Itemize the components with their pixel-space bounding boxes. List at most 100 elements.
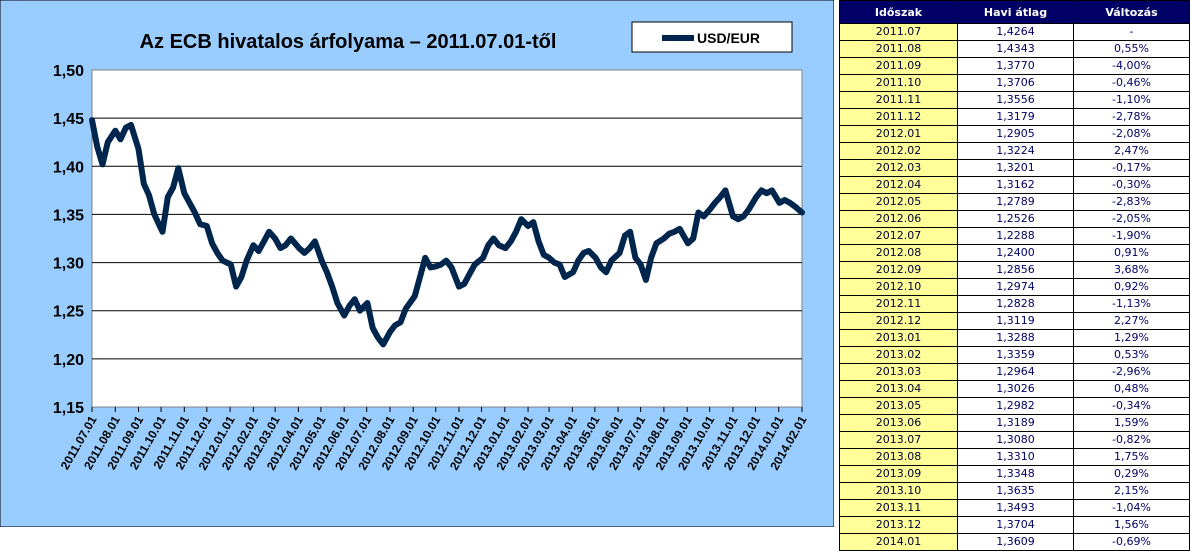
cell-monthly-average: 1,3310 [957, 448, 1074, 466]
cell-change: 0,29% [1073, 465, 1190, 483]
cell-monthly-average: 1,3189 [957, 414, 1074, 432]
header-period: Időszak [839, 0, 958, 24]
table-row: 2012.01 1,2905 -2,08% [839, 125, 1190, 143]
cell-monthly-average: 1,3609 [957, 533, 1074, 551]
cell-change: -1,10% [1073, 91, 1190, 109]
y-tick-label: 1,40 [53, 159, 84, 176]
cell-monthly-average: 1,3348 [957, 465, 1074, 483]
cell-monthly-average: 1,2905 [957, 125, 1074, 143]
cell-monthly-average: 1,3706 [957, 74, 1074, 92]
cell-change: 2,15% [1073, 482, 1190, 500]
cell-period: 2013.06 [839, 414, 958, 432]
y-axis-ticks: 1,50 1,45 1,40 1,35 1,30 1,25 1,20 1,15 [53, 63, 84, 417]
cell-period: 2012.07 [839, 227, 958, 245]
cell-monthly-average: 1,3704 [957, 516, 1074, 534]
table-row: 2012.03 1,3201 -0,17% [839, 159, 1190, 177]
table-row: 2013.01 1,3288 1,29% [839, 329, 1190, 347]
cell-monthly-average: 1,3770 [957, 57, 1074, 75]
cell-monthly-average: 1,3359 [957, 346, 1074, 364]
cell-monthly-average: 1,4264 [957, 23, 1074, 41]
table-row: 2013.11 1,3493 -1,04% [839, 499, 1190, 517]
cell-change: 1,29% [1073, 329, 1190, 347]
table-row: 2012.09 1,2856 3,68% [839, 261, 1190, 279]
cell-period: 2012.08 [839, 244, 958, 262]
cell-period: 2012.06 [839, 210, 958, 228]
cell-period: 2013.01 [839, 329, 958, 347]
header-change: Változás [1073, 0, 1190, 24]
y-tick-label: 1,35 [53, 207, 84, 224]
table-row: 2013.10 1,3635 2,15% [839, 482, 1190, 500]
cell-period: 2014.01 [839, 533, 958, 551]
series-layer [89, 117, 805, 348]
cell-change: - [1073, 23, 1190, 41]
cell-change: 1,75% [1073, 448, 1190, 466]
table-body: 2011.07 1,4264-2011.08 1,4343 0,55% 2011.09 1… [839, 23, 1190, 551]
cell-period: 2013.03 [839, 363, 958, 381]
cell-change: -0,46% [1073, 74, 1190, 92]
cell-change: 3,68% [1073, 261, 1190, 279]
table-row: 2013.12 1,3704 1,56% [839, 516, 1190, 534]
legend-label: USD/EUR [697, 30, 760, 46]
cell-period: 2013.05 [839, 397, 958, 415]
chart-panel: 1,50 1,45 1,40 1,35 1,30 1,25 1,20 1,15 2011.07… [0, 0, 835, 528]
cell-period: 2011.10 [839, 74, 958, 92]
cell-monthly-average: 1,3635 [957, 482, 1074, 500]
cell-period: 2011.07 [839, 23, 958, 41]
cell-change: 0,91% [1073, 244, 1190, 262]
cell-monthly-average: 1,3026 [957, 380, 1074, 398]
table-row: 2013.03 1,2964 -2,96% [839, 363, 1190, 381]
cell-monthly-average: 1,3201 [957, 159, 1074, 177]
cell-change: -1,13% [1073, 295, 1190, 313]
cell-monthly-average: 1,2964 [957, 363, 1074, 381]
cell-monthly-average: 1,2789 [957, 193, 1074, 211]
cell-monthly-average: 1,2526 [957, 210, 1074, 228]
table-row: 2013.04 1,3026 0,48% [839, 380, 1190, 398]
cell-monthly-average: 1,2974 [957, 278, 1074, 296]
cell-monthly-average: 1,2828 [957, 295, 1074, 313]
table-row: 2012.11 1,2828 -1,13% [839, 295, 1190, 313]
chart-title: Az ECB hivatalos árfolyama – 2011.07.01-… [140, 31, 557, 53]
cell-monthly-average: 1,3162 [957, 176, 1074, 194]
table-row: 2012.12 1,3119 2,27% [839, 312, 1190, 330]
cell-monthly-average: 1,3119 [957, 312, 1074, 330]
table-row: 2011.07 1,4264- [839, 23, 1190, 41]
table-row: 2012.05 1,2789 -2,83% [839, 193, 1190, 211]
table-row: 2011.10 1,3706 -0,46% [839, 74, 1190, 92]
cell-period: 2012.02 [839, 142, 958, 160]
cell-change: -0,30% [1073, 176, 1190, 194]
y-tick-label: 1,30 [53, 256, 84, 273]
cell-change: -2,96% [1073, 363, 1190, 381]
table-row: 2012.02 1,3224 2,47% [839, 142, 1190, 160]
cell-period: 2013.04 [839, 380, 958, 398]
cell-change: -2,78% [1073, 108, 1190, 126]
cell-change: 0,55% [1073, 40, 1190, 58]
series-line-usd-eur [89, 117, 805, 348]
cell-change: -2,05% [1073, 210, 1190, 228]
rates-table-panel: Időszak Havi átlag Változás 2011.07 1,426… [839, 0, 1190, 551]
cell-period: 2011.09 [839, 57, 958, 75]
cell-change: 1,56% [1073, 516, 1190, 534]
cell-change: -0,69% [1073, 533, 1190, 551]
legend: USD/EUR [631, 21, 793, 53]
cell-period: 2013.11 [839, 499, 958, 517]
header-monthly-average: Havi átlag [957, 0, 1074, 24]
cell-change: -0,17% [1073, 159, 1190, 177]
table-row: 2012.10 1,2974 0,92% [839, 278, 1190, 296]
cell-change: 0,48% [1073, 380, 1190, 398]
cell-monthly-average: 1,4343 [957, 40, 1074, 58]
table-row: 2011.12 1,3179 -2,78% [839, 108, 1190, 126]
monthly-rates-table: Időszak Havi átlag Változás 2011.07 1,426… [839, 0, 1190, 551]
cell-period: 2013.09 [839, 465, 958, 483]
y-tick-label: 1,15 [53, 400, 84, 417]
cell-monthly-average: 1,2400 [957, 244, 1074, 262]
table-row: 2013.09 1,3348 0,29% [839, 465, 1190, 483]
legend-box [631, 21, 793, 53]
cell-monthly-average: 1,3556 [957, 91, 1074, 109]
cell-period: 2012.01 [839, 125, 958, 143]
cell-monthly-average: 1,3224 [957, 142, 1074, 160]
cell-period: 2012.03 [839, 159, 958, 177]
table-row: 2011.09 1,3770 -4,00% [839, 57, 1190, 75]
cell-change: -0,82% [1073, 431, 1190, 449]
table-row: 2013.07 1,3080 -0,82% [839, 431, 1190, 449]
cell-change: -1,04% [1073, 499, 1190, 517]
